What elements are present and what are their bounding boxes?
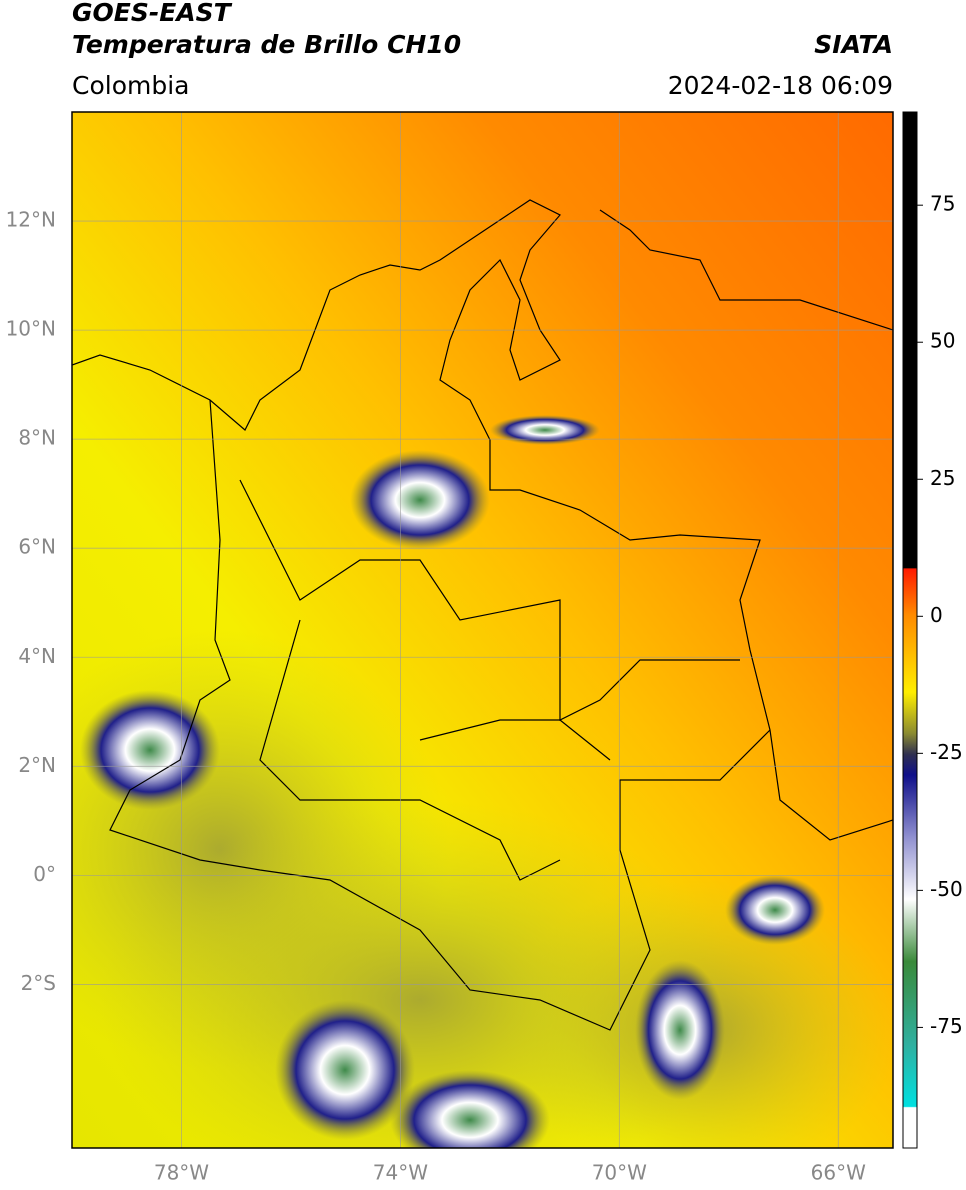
satellite-image: [72, 112, 893, 1148]
lat-tick-label: 6°N: [18, 535, 56, 559]
lon-tick-label: 74°W: [373, 1161, 428, 1185]
title: GOES-EAST: [72, 0, 233, 27]
lat-tick-label: 10°N: [6, 317, 56, 341]
graticule: [72, 112, 893, 1148]
colorbar-tick-label: -25: [930, 740, 963, 764]
lat-tick-label: 2°S: [21, 971, 56, 995]
lon-tick-label: 78°W: [154, 1161, 209, 1185]
lat-tick-label: 0°: [33, 862, 56, 886]
colorbar-tick-label: 0: [930, 603, 943, 627]
lon-tick-label: 70°W: [592, 1161, 647, 1185]
colorbar-tick-label: 50: [930, 329, 955, 353]
lat-tick-label: 8°N: [18, 426, 56, 450]
map-frame: [71, 111, 894, 1149]
subtitle: Temperatura de Brillo CH10: [72, 30, 461, 59]
colorbar: [902, 111, 918, 1149]
datetime: 2024-02-18 06:09: [668, 71, 893, 100]
colorbar-tick-label: -50: [930, 877, 963, 901]
lat-tick-label: 12°N: [6, 208, 56, 232]
lat-tick-label: 2°N: [18, 753, 56, 777]
region: Colombia: [72, 71, 189, 100]
lat-tick-label: 4°N: [18, 644, 56, 668]
source: SIATA: [814, 30, 893, 59]
lon-tick-label: 66°W: [811, 1161, 866, 1185]
colorbar-tick-label: 25: [930, 466, 955, 490]
colorbar-tick-label: -75: [930, 1014, 963, 1038]
colorbar-tick-label: 75: [930, 192, 955, 216]
